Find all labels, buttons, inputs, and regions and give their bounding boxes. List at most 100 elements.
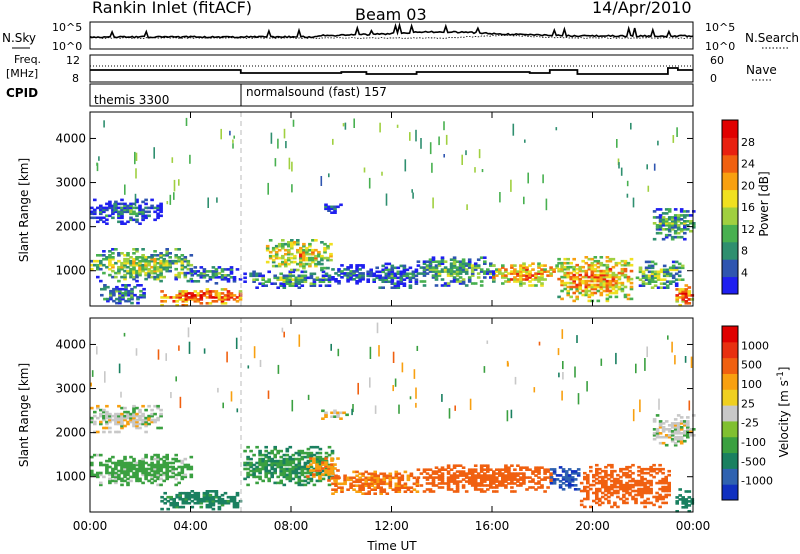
data-cell <box>346 274 350 277</box>
data-cell <box>664 235 669 239</box>
data-cell <box>501 274 505 277</box>
data-cell <box>422 490 427 493</box>
data-cell <box>133 285 137 289</box>
data-cell <box>510 409 513 419</box>
data-cell <box>467 278 472 281</box>
data-cell <box>282 457 287 461</box>
data-cell <box>614 291 619 295</box>
data-cell <box>102 418 106 422</box>
data-cell <box>671 274 676 278</box>
data-cell <box>519 270 523 273</box>
data-cell <box>513 270 517 273</box>
data-cell <box>300 274 305 278</box>
data-cell <box>174 248 178 251</box>
data-cell <box>108 481 112 485</box>
data-cell <box>619 479 623 483</box>
data-cell <box>658 214 663 217</box>
data-cell <box>643 485 647 489</box>
data-cell <box>183 475 188 479</box>
data-cell <box>652 420 657 423</box>
data-cell <box>676 414 681 417</box>
data-cell <box>382 482 387 486</box>
xtick-label: 20:00 <box>575 519 610 533</box>
data-cell <box>590 267 595 271</box>
data-cell <box>598 479 602 483</box>
data-cell <box>147 275 151 279</box>
data-cell <box>437 482 442 485</box>
data-cell <box>96 216 100 220</box>
data-cell <box>623 269 628 273</box>
data-cell <box>584 293 589 297</box>
data-cell <box>416 264 421 267</box>
data-cell <box>261 453 265 457</box>
data-cell <box>124 291 128 295</box>
data-cell <box>649 481 653 485</box>
data-cell <box>394 476 399 480</box>
data-cell <box>358 480 362 484</box>
data-cell <box>658 469 662 473</box>
data-cell <box>446 274 451 277</box>
data-cell <box>281 262 285 266</box>
data-cell <box>144 210 148 214</box>
data-cell <box>264 445 268 449</box>
data-cell <box>327 445 332 449</box>
data-cell <box>452 476 457 479</box>
data-cell <box>159 273 163 277</box>
data-cell <box>90 267 94 271</box>
data-cell <box>120 275 124 279</box>
data-cell <box>214 290 219 293</box>
data-cell <box>513 472 517 475</box>
data-cell <box>336 205 340 209</box>
data-cell <box>324 413 328 417</box>
data-cell <box>492 274 496 277</box>
data-cell <box>455 274 460 277</box>
data-cell <box>330 415 334 418</box>
data-cell <box>123 263 127 267</box>
data-cell <box>293 254 297 258</box>
data-cell <box>288 278 293 281</box>
data-cell <box>232 280 237 283</box>
data-cell <box>132 420 136 424</box>
data-cell <box>599 277 604 281</box>
data-cell <box>156 406 160 410</box>
data-cell <box>461 282 466 285</box>
data-cell <box>625 473 629 477</box>
data-cell <box>458 264 463 267</box>
data-cell <box>684 356 687 363</box>
data-cell <box>330 465 334 468</box>
data-cell <box>90 420 94 424</box>
data-cell <box>646 489 650 493</box>
data-cell <box>431 274 436 277</box>
data-cell <box>302 256 306 260</box>
data-cell <box>217 266 222 269</box>
data-cell <box>287 250 291 254</box>
data-cell <box>560 263 564 267</box>
data-cell <box>416 345 419 351</box>
xtick-label: 00:00 <box>676 519 711 533</box>
data-cell <box>584 271 589 275</box>
data-cell <box>232 501 237 505</box>
data-cell <box>673 441 678 445</box>
data-cell <box>309 469 313 472</box>
data-cell <box>123 202 127 206</box>
data-cell <box>264 473 268 477</box>
data-cell <box>458 480 463 483</box>
data-cell <box>196 495 201 499</box>
data-cell <box>446 478 451 481</box>
data-cell <box>641 272 646 276</box>
freq-tick-top: 12 <box>66 54 80 67</box>
freq-label-1: Freq. <box>14 53 41 66</box>
data-cell <box>190 505 195 509</box>
data-cell <box>560 267 564 271</box>
data-cell <box>531 472 535 475</box>
data-cell <box>252 272 256 276</box>
colorbar-swatch <box>722 207 738 225</box>
data-cell <box>96 220 100 224</box>
data-cell <box>159 256 163 259</box>
data-cell <box>617 261 622 265</box>
data-cell <box>635 276 640 280</box>
data-cell <box>270 132 273 144</box>
data-cell <box>349 278 353 281</box>
data-cell <box>676 235 681 239</box>
